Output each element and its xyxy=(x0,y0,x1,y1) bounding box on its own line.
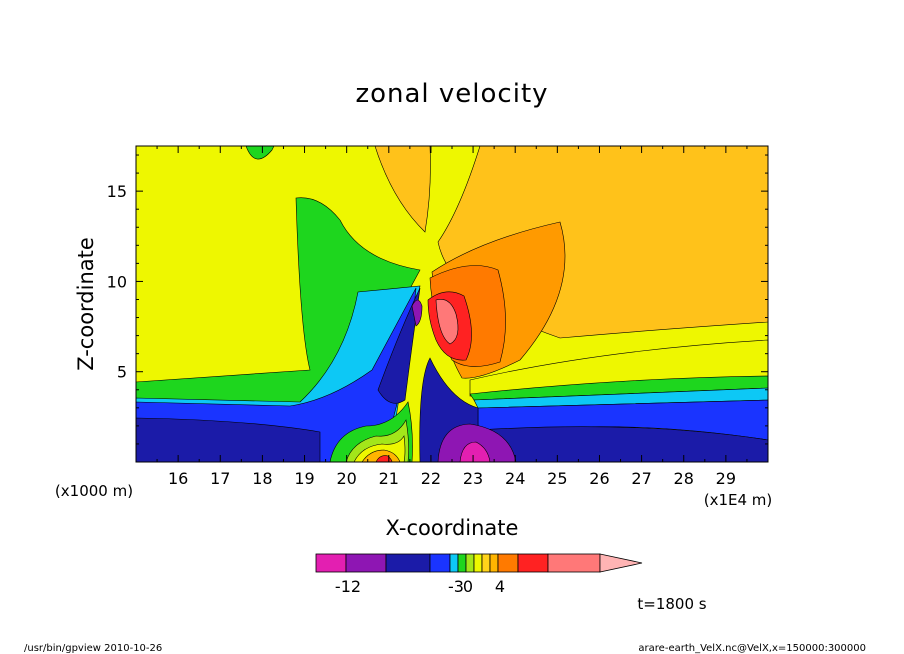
colorbar-segment xyxy=(457,553,467,573)
colorbar-segment xyxy=(449,553,459,573)
x-tick-label: 25 xyxy=(547,469,567,488)
axis-ticks: 16 17 18 19 20 21 22 23 24 25 26 27 28 29 5 10 15 xyxy=(107,146,768,488)
y-axis-label: Z-coordinate xyxy=(74,237,98,371)
x-tick-label: 23 xyxy=(463,469,483,488)
contour-fill-magenta xyxy=(459,441,491,462)
colorbar-tick-label: -3 xyxy=(448,577,464,596)
contour-fill-cyan-right xyxy=(473,387,768,409)
time-label: t=1800 s xyxy=(637,595,706,613)
contour-fill-green-top xyxy=(245,146,275,160)
x-axis-label: X-coordinate xyxy=(386,516,519,540)
colorbar-segment xyxy=(481,553,491,573)
footer-right: arare-earth_VelX.nc@VelX,x=150000:300000 xyxy=(638,643,866,654)
colorbar-segment xyxy=(489,553,499,573)
x-tick-label: 20 xyxy=(336,469,356,488)
x-tick-label: 19 xyxy=(294,469,314,488)
x-tick-label: 22 xyxy=(421,469,441,488)
colorbar-segment xyxy=(547,553,601,573)
contour-fill-red-low xyxy=(375,455,393,462)
plot-area xyxy=(136,146,768,462)
contour-fill-darkblue-right xyxy=(419,357,768,462)
x-tick-label: 16 xyxy=(168,469,188,488)
colorbar-tick-label: -12 xyxy=(335,577,361,596)
x-tick-label: 24 xyxy=(505,469,525,488)
x-tick-label: 26 xyxy=(589,469,609,488)
colorbar-segment xyxy=(517,553,549,573)
colorbar-segment xyxy=(345,553,387,573)
y-tick-label: 5 xyxy=(117,363,127,382)
y-tick-label: 15 xyxy=(107,182,127,201)
contour-fill-pink xyxy=(435,299,459,345)
contour-fill-purple-core xyxy=(411,299,423,327)
x-tick-label: 18 xyxy=(252,469,272,488)
colorbar: -12 -30 4 xyxy=(315,553,643,596)
colorbar-tick-label: 0 xyxy=(463,577,473,596)
colorbar-segment xyxy=(315,553,347,573)
colorbar-segment xyxy=(465,553,475,573)
colorbar-segment xyxy=(429,553,451,573)
y-scale-label: (x1000 m) xyxy=(55,482,133,500)
x-tick-label: 17 xyxy=(210,469,230,488)
footer-left: /usr/bin/gpview 2010-10-26 xyxy=(24,643,162,654)
contour-fill-orange-top xyxy=(374,146,431,233)
colorbar-segment xyxy=(385,553,431,573)
y-tick-label: 10 xyxy=(107,272,127,291)
contour-fill-darkblue-left xyxy=(136,417,321,462)
x-tick-label: 29 xyxy=(716,469,736,488)
x-tick-label: 28 xyxy=(674,469,694,488)
colorbar-segment xyxy=(497,553,519,573)
x-tick-label: 21 xyxy=(379,469,399,488)
contour-fill-darkblue-core xyxy=(377,287,421,404)
colorbar-tick-label: 4 xyxy=(495,577,505,596)
chart-title: zonal velocity xyxy=(355,79,548,109)
x-tick-label: 27 xyxy=(631,469,651,488)
x-scale-label: (x1E4 m) xyxy=(704,491,773,509)
colorbar-segment xyxy=(473,553,483,573)
colorbar-arrow xyxy=(599,553,643,573)
